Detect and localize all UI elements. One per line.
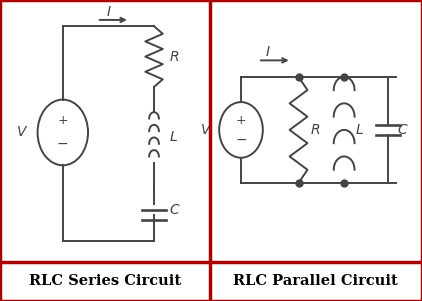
Text: RLC Parallel Circuit: RLC Parallel Circuit bbox=[233, 275, 398, 288]
Text: R: R bbox=[170, 50, 179, 64]
Text: C: C bbox=[398, 123, 408, 137]
Text: V: V bbox=[17, 126, 27, 139]
Text: −: − bbox=[235, 133, 247, 147]
Text: I: I bbox=[106, 5, 111, 19]
Text: C: C bbox=[170, 203, 179, 216]
Text: R: R bbox=[311, 123, 320, 137]
Text: RLC Series Circuit: RLC Series Circuit bbox=[30, 275, 181, 288]
Text: −: − bbox=[57, 137, 69, 151]
Text: +: + bbox=[57, 114, 68, 127]
Text: +: + bbox=[236, 114, 246, 127]
Text: I: I bbox=[266, 45, 270, 58]
Text: V: V bbox=[200, 123, 210, 137]
Text: L: L bbox=[170, 131, 177, 144]
Text: L: L bbox=[356, 123, 364, 137]
